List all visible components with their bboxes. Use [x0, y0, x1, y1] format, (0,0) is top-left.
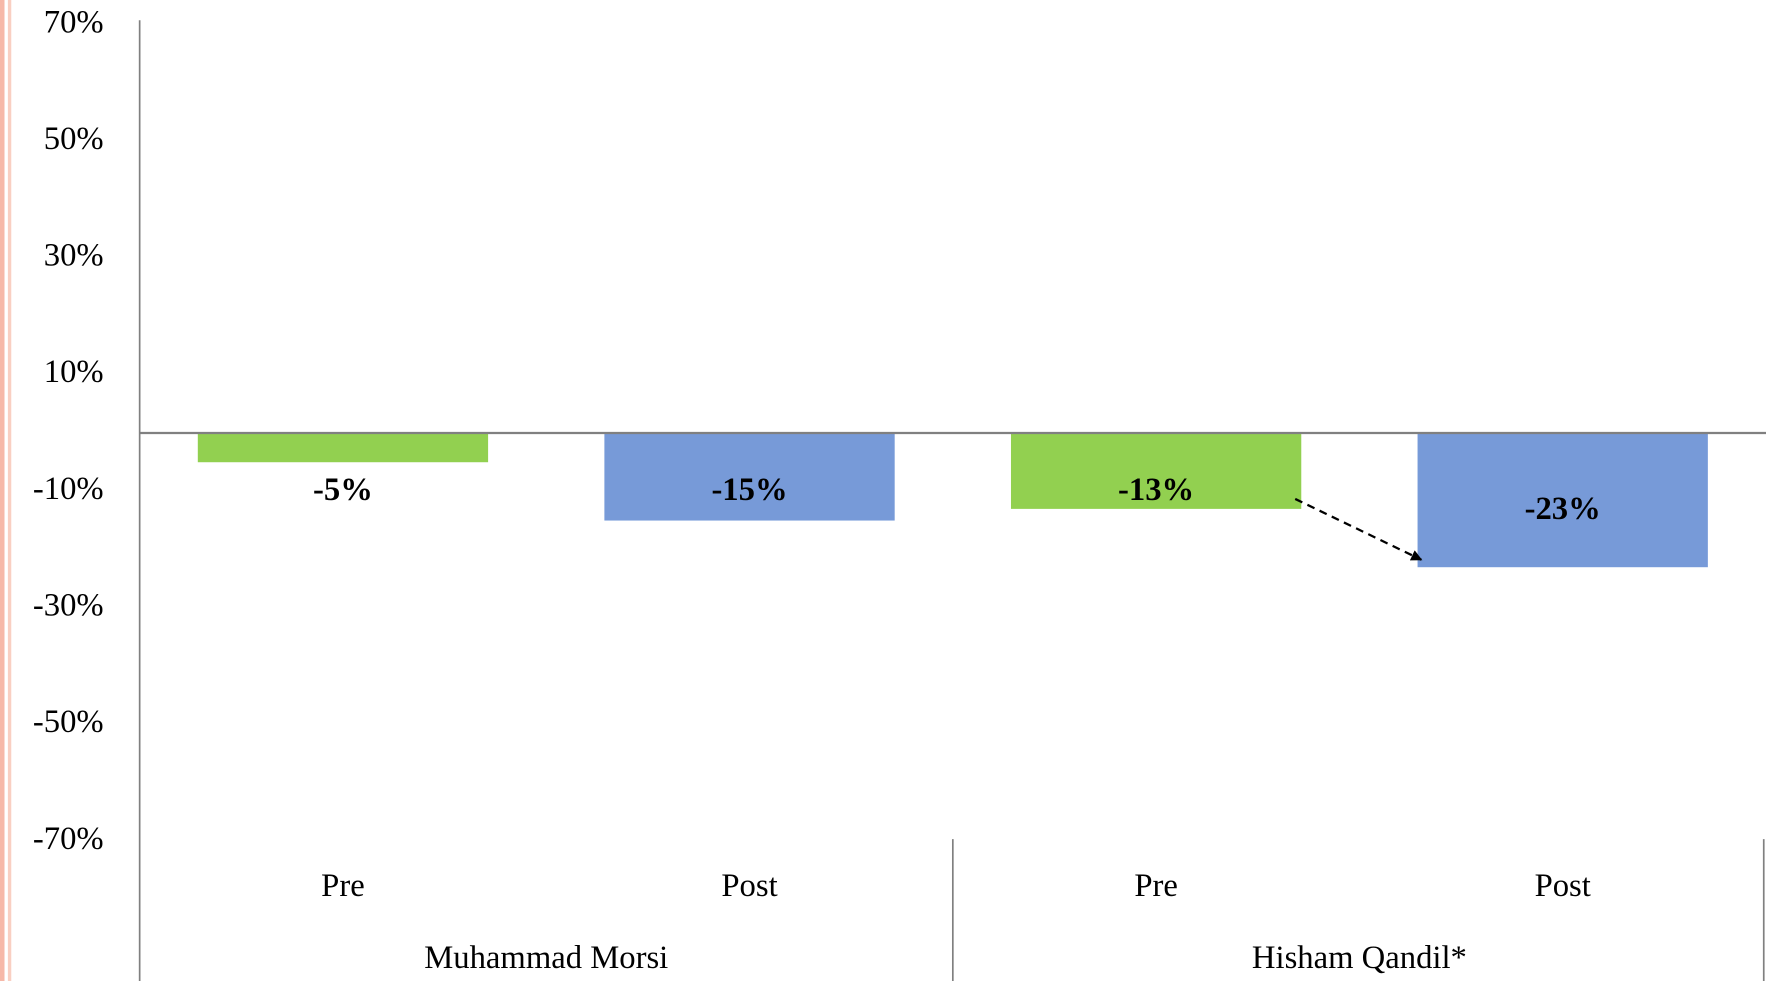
bar	[197, 433, 489, 463]
value-label: -23%	[1525, 491, 1601, 527]
y-tick-label: -10%	[33, 471, 104, 507]
value-label: -15%	[711, 472, 787, 508]
y-tick-label: 10%	[44, 354, 104, 390]
group-label: Muhammad Morsi	[424, 940, 668, 976]
annotation-arrow	[1294, 497, 1423, 561]
group-label: Hisham Qandil*	[1252, 940, 1467, 976]
value-label: -13%	[1118, 472, 1194, 508]
y-tick-label: 70%	[44, 4, 104, 40]
value-label: -5%	[313, 472, 373, 508]
y-tick-label: 50%	[44, 121, 104, 157]
x-tick-label: Post	[1535, 868, 1591, 904]
y-tick-label: -30%	[33, 588, 104, 624]
bar	[1417, 433, 1708, 568]
x-tick-label: Pre	[1134, 868, 1178, 904]
side-stripe	[0, 0, 5, 981]
y-tick-label: -50%	[33, 704, 104, 740]
bar	[604, 433, 895, 521]
side-stripe	[7, 0, 12, 981]
x-tick-label: Pre	[321, 868, 365, 904]
y-tick-label: 30%	[44, 238, 104, 274]
bar	[1010, 433, 1302, 509]
y-tick-label: -70%	[33, 821, 104, 857]
x-tick-label: Post	[721, 868, 777, 904]
